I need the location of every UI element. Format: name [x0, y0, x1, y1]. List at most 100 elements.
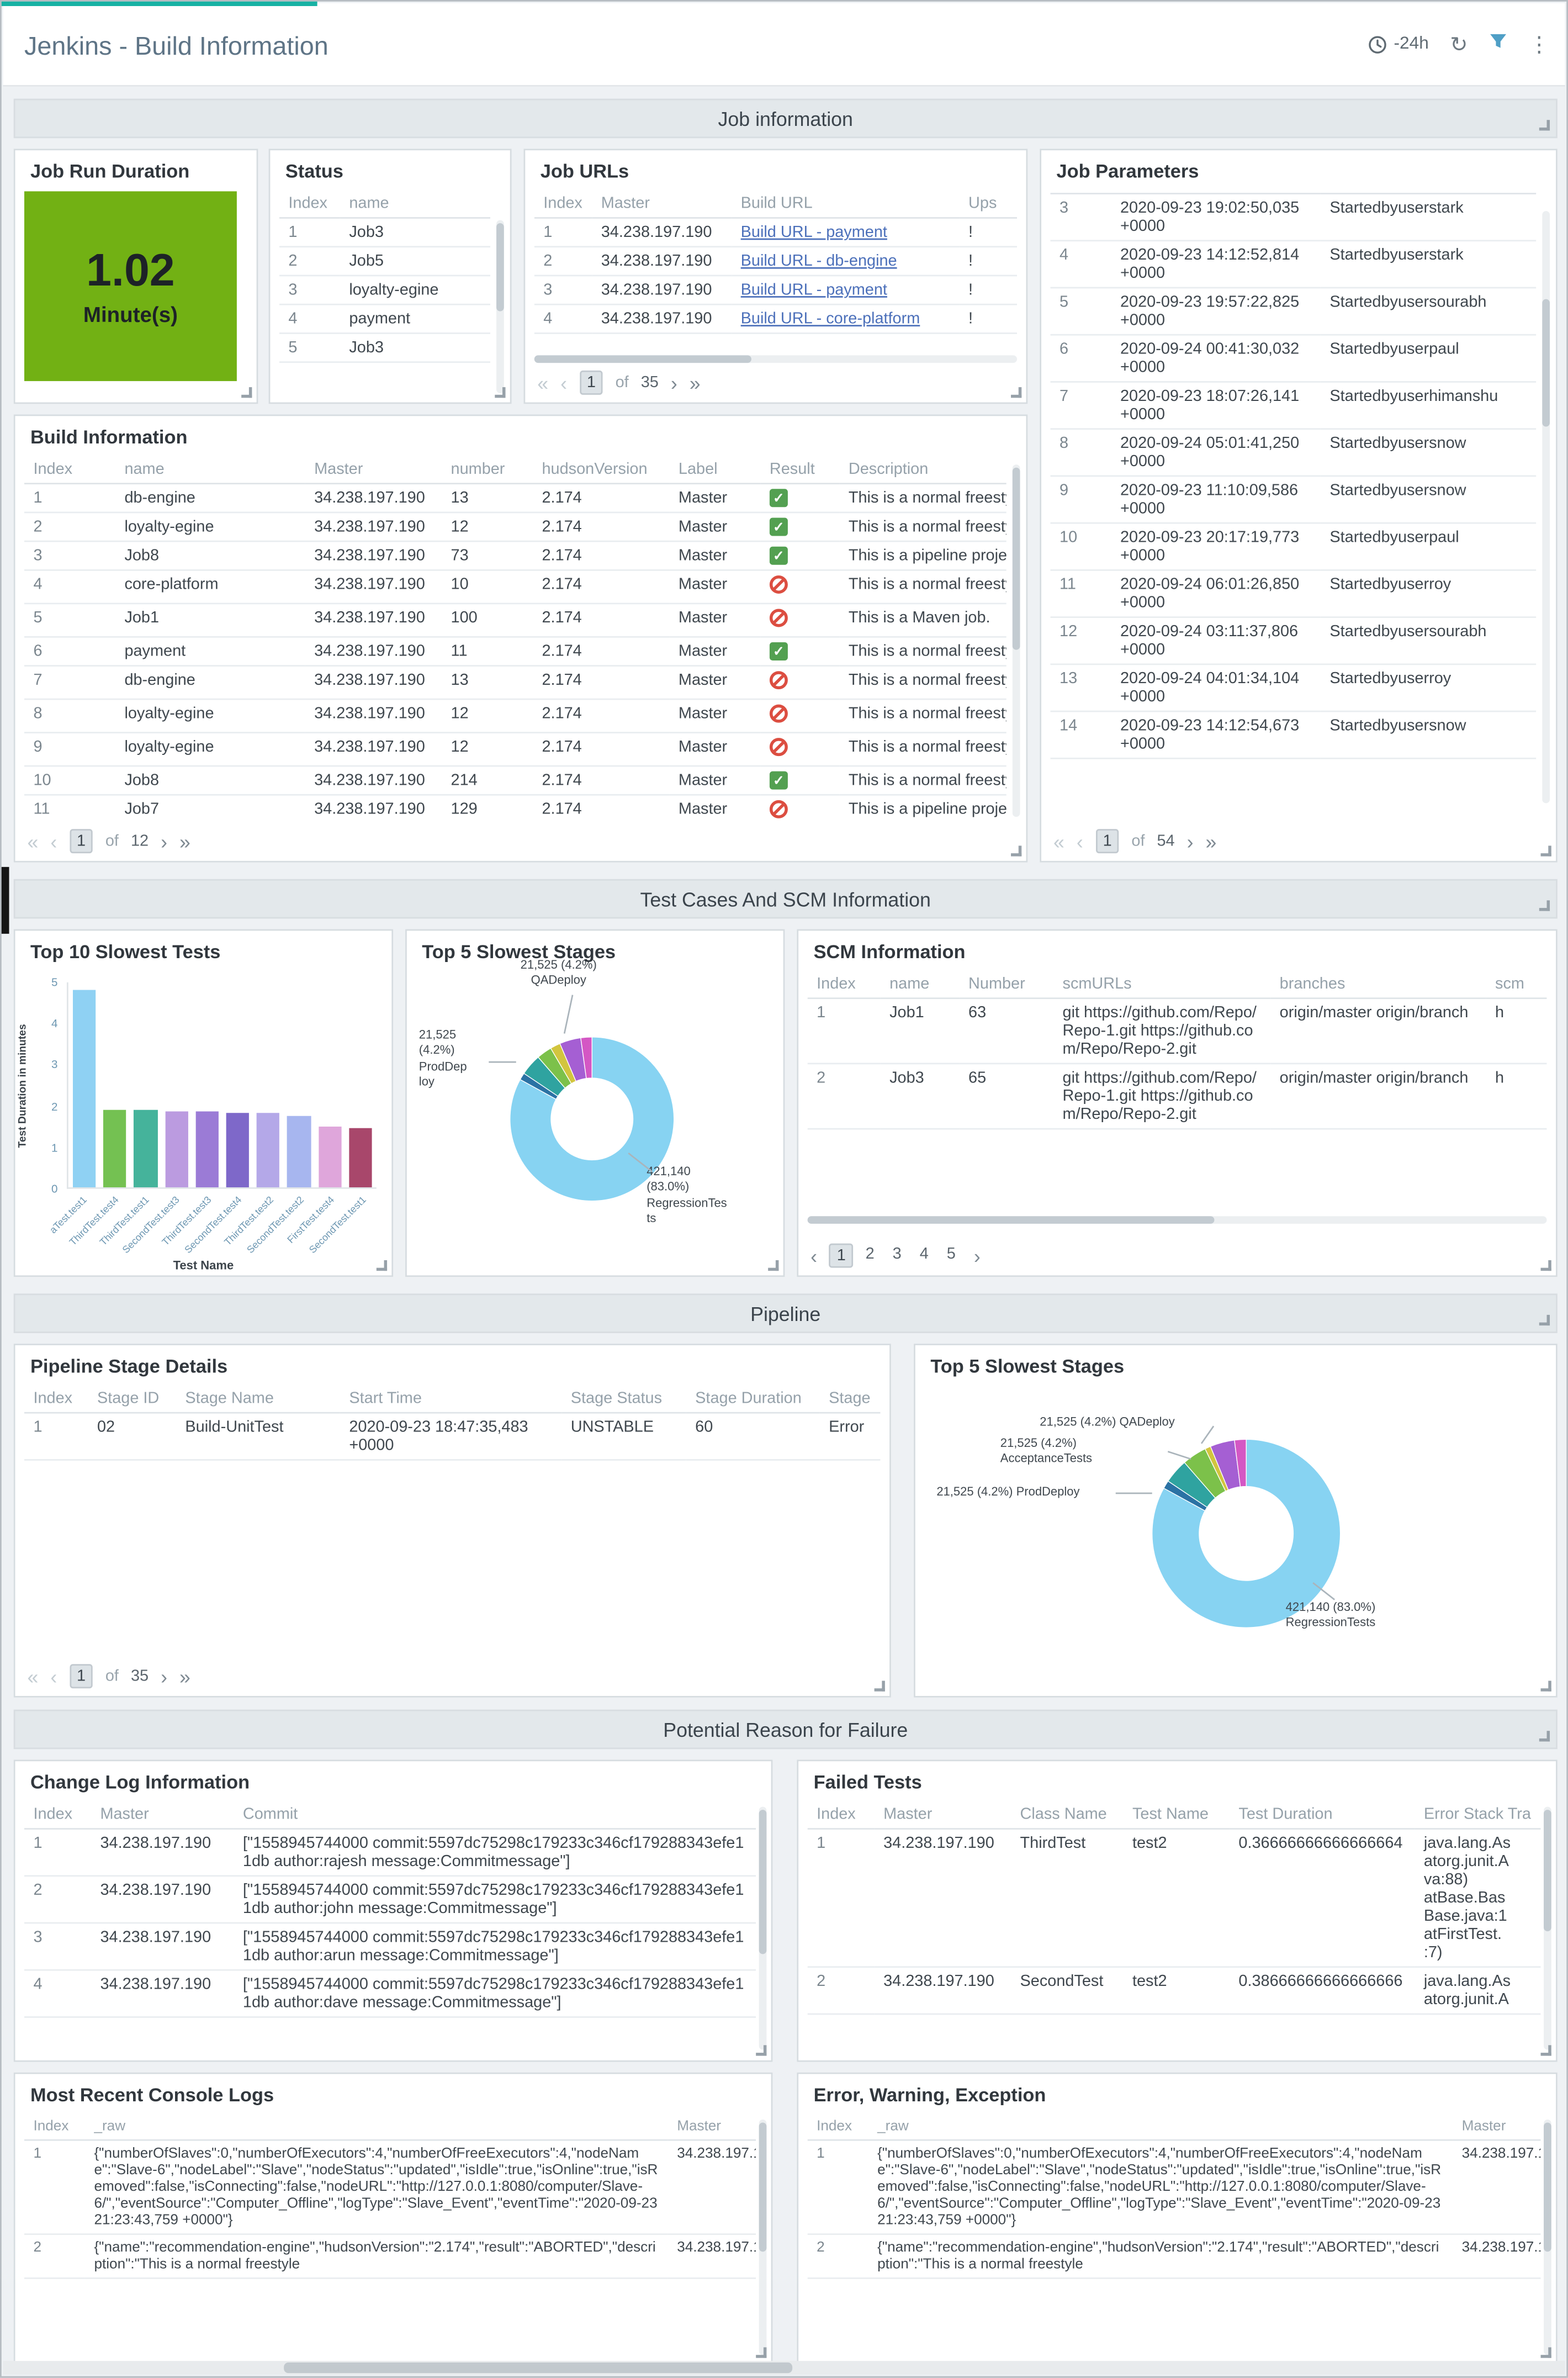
time-range-picker[interactable]: -24h	[1368, 34, 1429, 54]
resize-handle[interactable]	[1539, 1731, 1550, 1742]
column-header[interactable]: triggerCauses	[1320, 189, 1537, 194]
refresh-icon[interactable]: ↻	[1450, 31, 1468, 56]
column-header[interactable]: Master	[668, 2113, 756, 2141]
column-header[interactable]: Master	[305, 455, 442, 484]
build-url-link[interactable]: Build URL - payment	[740, 281, 887, 299]
bar[interactable]	[72, 990, 96, 1187]
column-header[interactable]: Description	[839, 455, 1007, 484]
column-header[interactable]: name	[115, 455, 305, 484]
resize-handle[interactable]	[376, 1260, 388, 1271]
next-page-icon[interactable]: ›	[670, 371, 677, 394]
resize-handle[interactable]	[1540, 845, 1551, 857]
column-header[interactable]: number	[442, 455, 533, 484]
column-header[interactable]: Index	[24, 1800, 91, 1830]
column-header[interactable]: hudsonVersion	[533, 455, 670, 484]
vertical-scrollbar[interactable]	[1012, 464, 1020, 817]
bar[interactable]	[165, 1111, 188, 1187]
page-number[interactable]: 1	[829, 1243, 854, 1268]
bar[interactable]	[195, 1111, 219, 1187]
bar[interactable]	[134, 1109, 157, 1187]
build-url-link[interactable]: Build URL - db-engine	[740, 252, 897, 271]
column-header[interactable]: branches	[1270, 970, 1486, 1000]
column-header[interactable]: Start Time	[340, 1384, 562, 1414]
next-page-icon[interactable]: ›	[161, 1664, 168, 1688]
horizontal-scrollbar[interactable]	[807, 1216, 1547, 1224]
resize-handle[interactable]	[1540, 1681, 1551, 1692]
resize-handle[interactable]	[756, 2045, 767, 2056]
column-header[interactable]: Index	[1050, 189, 1111, 194]
column-header[interactable]: Error Stack Tra	[1415, 1800, 1541, 1830]
column-header[interactable]: Index	[279, 189, 340, 219]
horizontal-scrollbar[interactable]	[3, 2361, 1565, 2375]
vertical-scrollbar[interactable]	[1544, 2120, 1551, 2355]
horizontal-scrollbar[interactable]	[534, 355, 1018, 363]
column-header[interactable]: Index	[534, 189, 592, 219]
last-page-icon[interactable]: »	[1205, 829, 1217, 853]
next-page-icon[interactable]: ›	[973, 1244, 981, 1267]
column-header[interactable]: Commit	[234, 1800, 756, 1830]
donut-slice-other[interactable]	[580, 1037, 592, 1079]
bar[interactable]	[103, 1109, 127, 1187]
column-header[interactable]: name	[880, 970, 960, 1000]
last-page-icon[interactable]: »	[179, 829, 190, 853]
column-header[interactable]: Stage Status	[561, 1384, 686, 1414]
column-header[interactable]: Index	[807, 970, 881, 1000]
prev-page-icon[interactable]: ‹	[50, 829, 57, 853]
column-header[interactable]: Master	[874, 1800, 1011, 1830]
column-header[interactable]: Index	[24, 1384, 88, 1414]
first-page-icon[interactable]: «	[27, 1664, 39, 1688]
column-header[interactable]: Master	[592, 189, 732, 219]
column-header[interactable]: Number	[959, 970, 1054, 1000]
donut-slice-RegressionTests[interactable]	[1152, 1439, 1341, 1628]
column-header[interactable]: Index	[807, 1800, 875, 1830]
current-page[interactable]: 1	[1095, 829, 1120, 854]
next-page-icon[interactable]: ›	[161, 829, 168, 853]
bar[interactable]	[257, 1113, 280, 1187]
vertical-scrollbar[interactable]	[496, 220, 504, 394]
first-page-icon[interactable]: «	[1053, 829, 1064, 853]
prev-page-icon[interactable]: ‹	[560, 371, 568, 394]
next-page-icon[interactable]: ›	[1186, 829, 1194, 853]
prev-page-icon[interactable]: ‹	[50, 1664, 57, 1688]
donut-slice-RegressionTests[interactable]	[510, 1037, 675, 1202]
resize-handle[interactable]	[756, 2347, 767, 2358]
resize-handle[interactable]	[1540, 2045, 1551, 2056]
prev-page-icon[interactable]: ‹	[811, 1244, 818, 1267]
vertical-scrollbar[interactable]	[1544, 1806, 1551, 2050]
column-header[interactable]: Master	[1453, 2113, 1541, 2141]
bar[interactable]	[226, 1113, 250, 1187]
column-header[interactable]: Ups	[959, 189, 1018, 219]
column-header[interactable]: Label	[669, 455, 761, 484]
column-header[interactable]: Index	[24, 455, 115, 484]
build-url-link[interactable]: Build URL - core-platform	[740, 309, 920, 328]
resize-handle[interactable]	[495, 387, 506, 398]
resize-handle[interactable]	[1540, 2347, 1551, 2358]
last-page-icon[interactable]: »	[689, 371, 701, 394]
last-page-icon[interactable]: »	[179, 1664, 190, 1688]
page-number[interactable]: 5	[946, 1245, 956, 1264]
column-header[interactable]: Test Name	[1123, 1800, 1230, 1830]
resize-handle[interactable]	[1011, 387, 1022, 398]
column-header[interactable]: Master	[91, 1800, 234, 1830]
column-header[interactable]: scm	[1486, 970, 1547, 1000]
column-header[interactable]: name	[340, 189, 491, 219]
column-header[interactable]: Stage	[819, 1384, 881, 1414]
prev-page-icon[interactable]: ‹	[1076, 829, 1083, 853]
column-header[interactable]: Index	[24, 2113, 85, 2141]
column-header[interactable]: Stage ID	[88, 1384, 176, 1414]
resize-handle[interactable]	[1539, 120, 1550, 131]
resize-handle[interactable]	[768, 1260, 779, 1271]
bar[interactable]	[348, 1128, 372, 1187]
page-number[interactable]: 4	[919, 1245, 929, 1264]
current-page[interactable]: 1	[69, 829, 93, 854]
first-page-icon[interactable]: «	[27, 829, 39, 853]
column-header[interactable]: jobStartTime	[1111, 189, 1321, 194]
vertical-scrollbar[interactable]	[1542, 211, 1550, 804]
column-header[interactable]: Result	[760, 455, 840, 484]
bar[interactable]	[287, 1116, 311, 1187]
donut-slice-other[interactable]	[1234, 1439, 1247, 1488]
column-header[interactable]: Test Duration	[1229, 1800, 1415, 1830]
bar[interactable]	[318, 1125, 342, 1187]
column-header[interactable]: Index	[807, 2113, 868, 2141]
resize-handle[interactable]	[1540, 1260, 1551, 1271]
